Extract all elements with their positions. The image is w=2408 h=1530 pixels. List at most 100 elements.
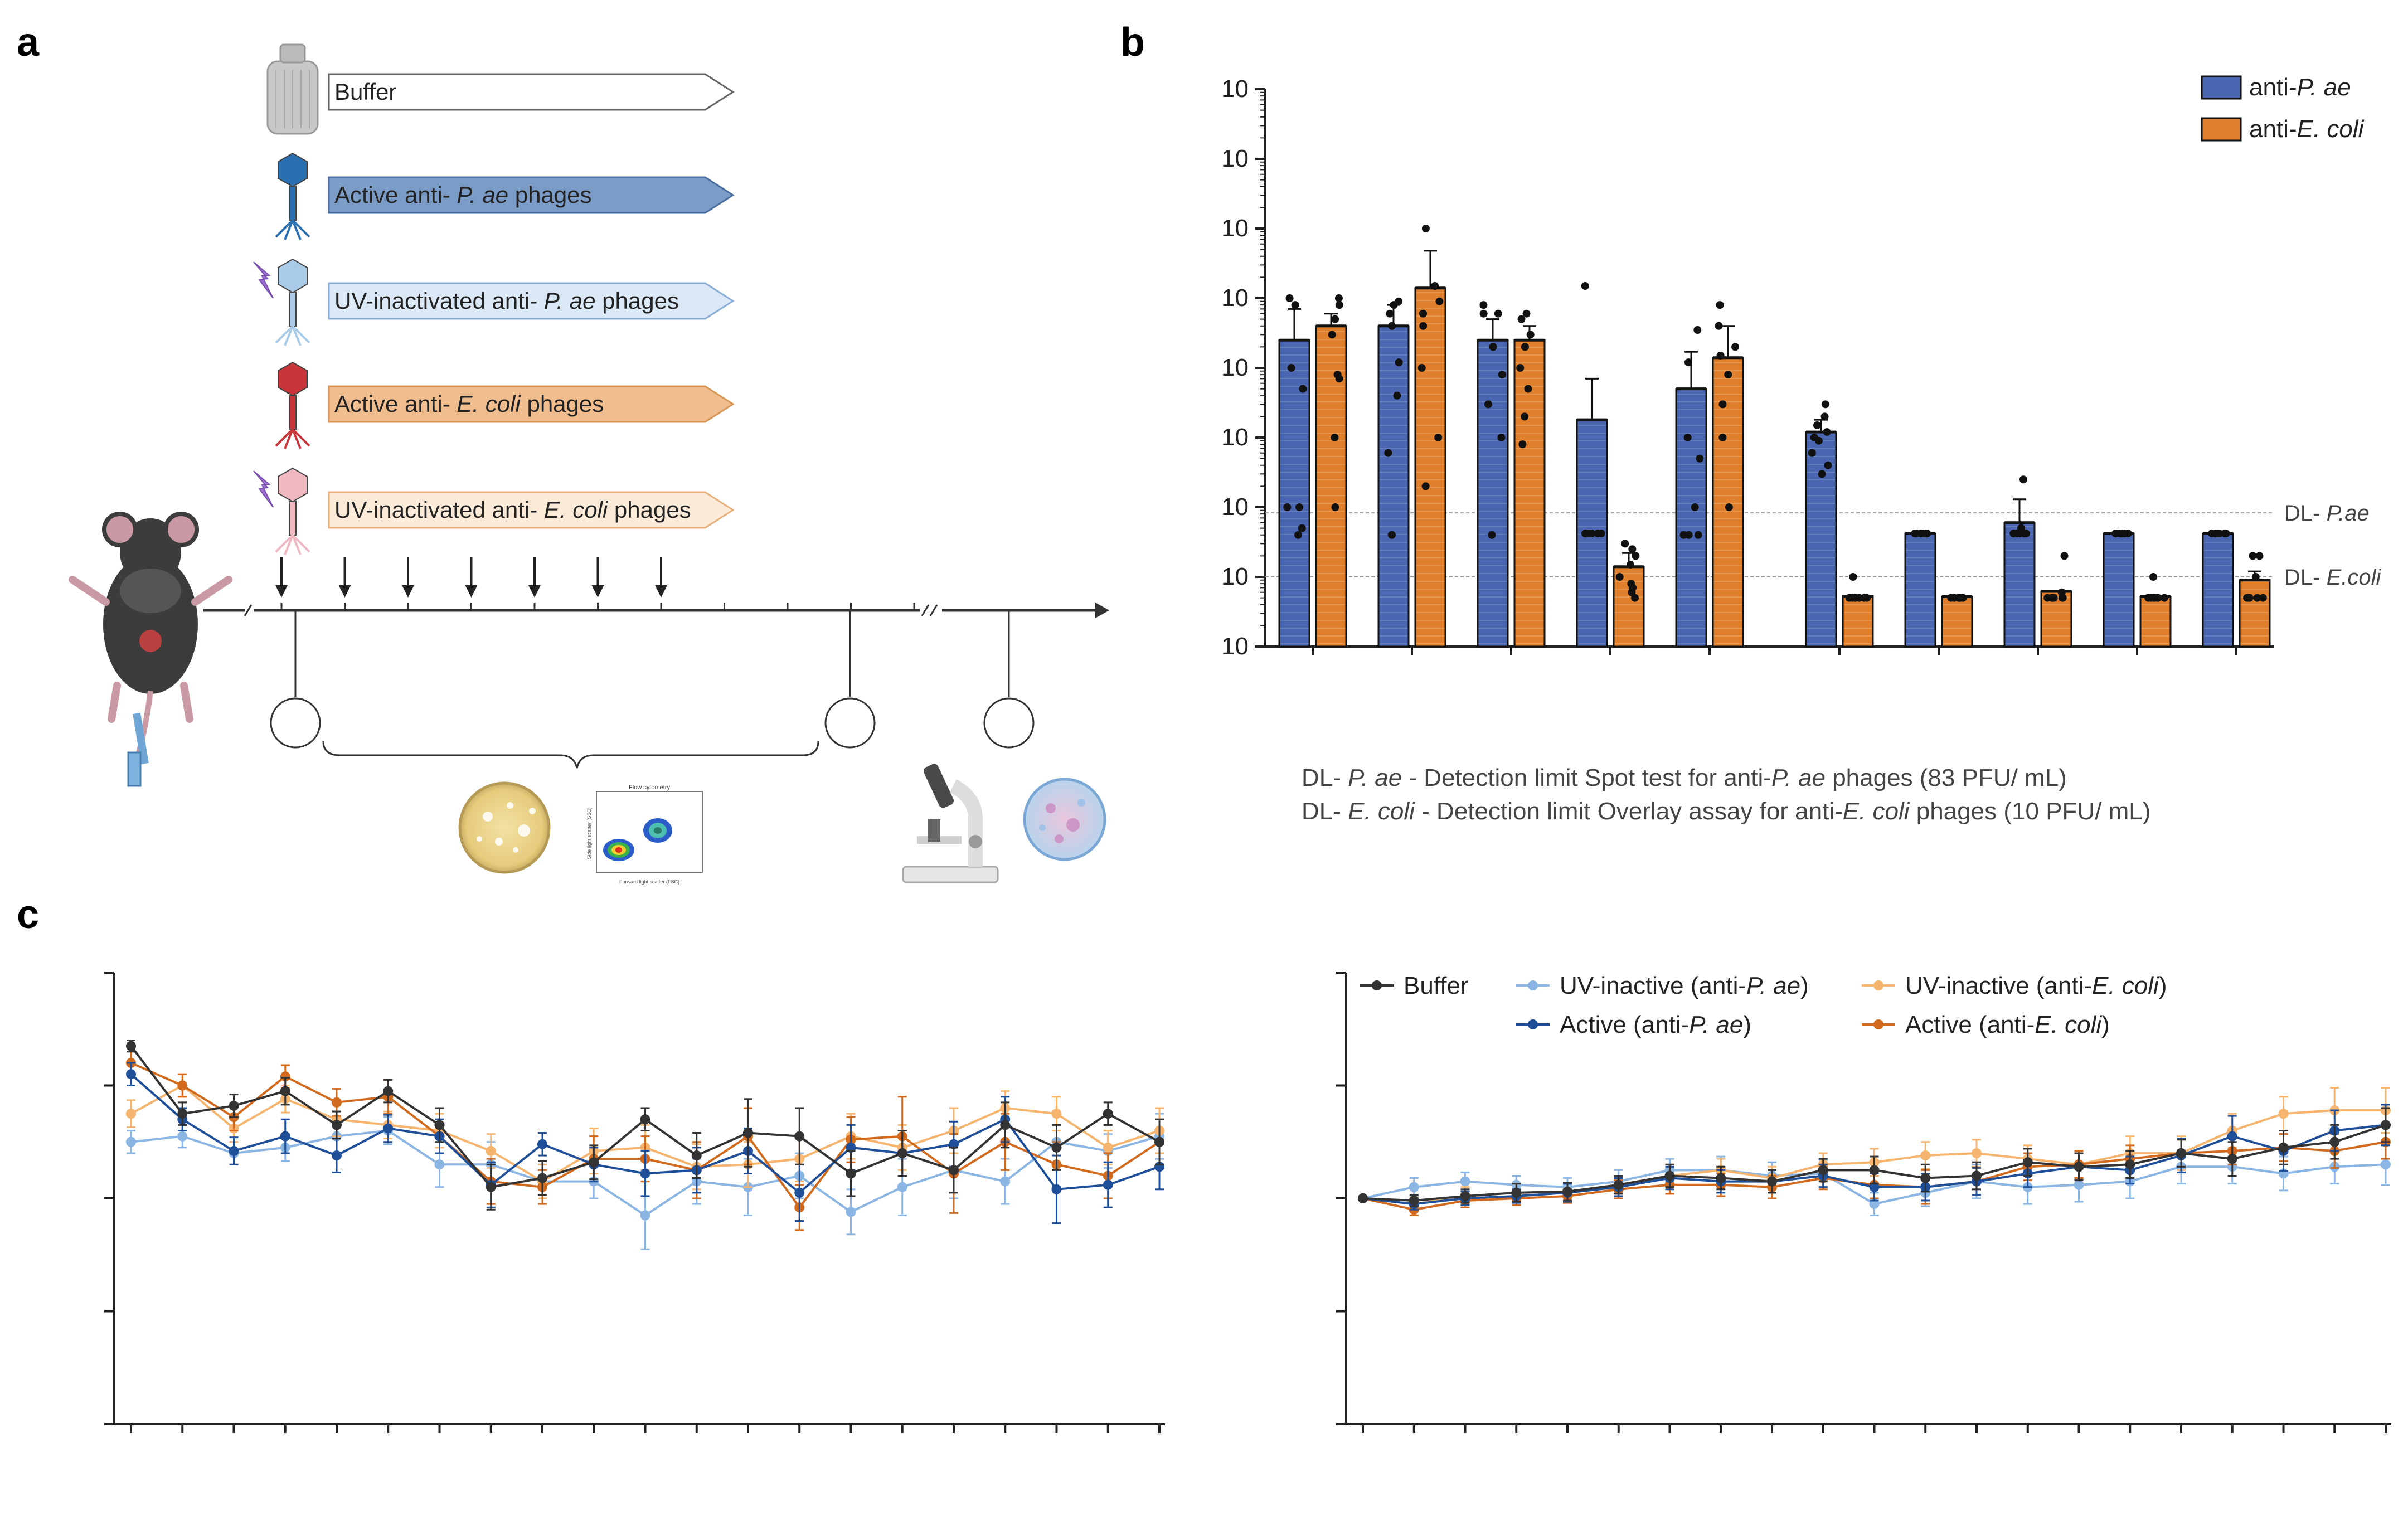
legend-label: anti-P. ae [2249,74,2351,101]
series-marker [1562,1186,1572,1197]
treatment-arrow [328,385,735,423]
b-y-tick-label: 10 [1221,563,1249,590]
treatment-label-part: UV-inactivated anti- [334,288,544,314]
injection-arrowhead [465,585,478,598]
data-point [1813,421,1821,429]
data-point [2215,530,2223,538]
data-point [1581,281,1589,290]
series-marker [1409,1196,1419,1206]
data-point [1526,331,1535,339]
series-marker [486,1182,496,1192]
data-point [2222,530,2230,538]
series-marker [126,1069,136,1080]
series-marker [2381,1120,2391,1130]
data-point [1517,315,1526,323]
inset-title: Flow cytometry [629,784,670,791]
b-y-tick-label: 10 [1221,424,1249,451]
series-marker [1920,1150,1931,1161]
legend-marker [1873,980,1883,990]
series-marker [1920,1173,1931,1183]
tissue-section-icon [1023,778,1106,861]
data-point [1718,400,1727,409]
b-y-tick-base: 10 [1221,284,1249,312]
legend-label: Buffer [1404,972,1469,999]
data-point [1489,343,1497,351]
bar-anti-pae [1904,532,1936,648]
timeline [203,557,1109,749]
data-point [1615,573,1624,581]
footnote-part: phages (83 PFU/ mL) [1826,764,2067,791]
b-y-tick-base: 10 [1221,493,1249,521]
series-marker [2125,1159,2135,1170]
line-chart-weight: Buffer UV-inactive (anti-P. ae) UV-inactiv… [1336,972,2391,1433]
footnote-part: - Detection limit Overlay assay for anti… [1415,798,1843,825]
data-point [1479,301,1488,309]
phage-legs [275,428,310,449]
data-point [1823,428,1831,436]
series-marker [332,1150,342,1161]
treatment-label-part: E. coli [457,391,521,417]
series-marker [1869,1199,1880,1210]
series-marker [177,1109,188,1119]
series-0 [126,1040,1164,1211]
treatment-label: UV-inactivated anti- P. ae phages [334,288,679,314]
timeline-arrowhead [1095,603,1109,618]
data-point [1393,391,1401,400]
data-point [1923,530,1931,538]
legend-prefix: Buffer [1404,972,1469,999]
data-point [1621,540,1629,548]
series-marker [743,1128,753,1138]
inset-ylabel: Side light scatter (SSC) [586,807,592,859]
data-point [1285,294,1294,302]
data-point [1421,225,1430,232]
detection-limit-label: DL- E.coli [2284,565,2382,590]
data-point [1334,294,1343,302]
data-point [2208,530,2216,538]
series-marker [640,1210,650,1221]
data-point [1331,434,1339,441]
treatment-row: Active anti- E. coli phages [275,361,735,449]
injection-arrowhead [402,585,414,598]
series-marker [2227,1131,2237,1142]
data-point [1632,552,1640,560]
legend-prefix: UV-inactive (anti- [1905,972,2092,999]
timepoint-circle [824,697,876,749]
series-marker [846,1142,856,1153]
legend-prefix: Active (anti- [1905,1011,2035,1038]
series-marker [177,1080,188,1091]
active-ecoli-phage-icon [275,361,310,449]
series-marker [537,1173,547,1183]
series-marker [280,1131,290,1142]
footnote-part: phages (10 PFU/ mL) [1910,798,2151,825]
data-point [1716,351,1725,360]
data-point [1395,358,1403,367]
timeline-break [929,604,938,616]
data-point [1725,503,1733,511]
data-point [1331,503,1339,511]
series-marker [1051,1142,1062,1153]
legend-marker [1372,980,1382,990]
bar-anti-ecoli [1712,357,1744,648]
data-point [1435,297,1444,305]
data-point [1693,326,1702,334]
b-y-tick-base: 10 [1221,75,1249,103]
legend-marker [1873,1019,1883,1029]
series-marker [280,1086,290,1096]
series-marker [794,1131,805,1142]
phage-legs [275,325,310,346]
phage-head [278,258,308,294]
legend-entry: UV-inactive (anti-P. ae) [1516,972,1809,999]
data-point [1814,436,1823,445]
data-point [1521,412,1529,421]
data-point [1494,309,1502,318]
bar-anti-ecoli [2139,595,2172,648]
data-point [1328,331,1336,339]
data-point [1521,343,1529,351]
series-marker [640,1114,650,1125]
legend-label: UV-inactive (anti-E. coli) [1905,972,2167,999]
b-y-tick-label: 10 [1221,493,1249,521]
data-point [1497,434,1506,441]
series-marker [897,1148,907,1158]
footnote-part: DL- [1302,798,1348,825]
